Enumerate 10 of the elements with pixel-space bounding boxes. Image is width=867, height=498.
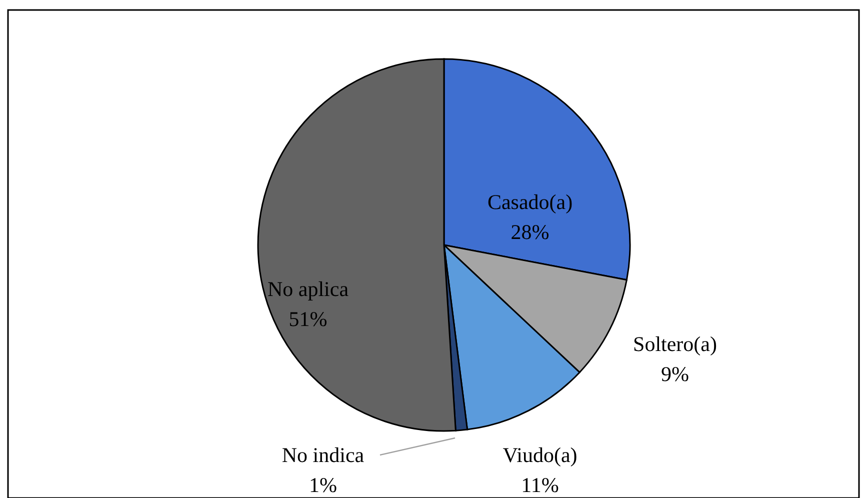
data-label: 1% [309, 473, 337, 497]
slice-label: Casado(a) [487, 190, 573, 214]
data-label: 28% [510, 220, 550, 244]
slice-label: Viudo(a) [502, 443, 578, 467]
slice-label: No indica [282, 443, 365, 467]
data-label: 51% [288, 307, 328, 331]
data-label: 9% [661, 362, 689, 386]
data-label: 11% [521, 473, 559, 497]
slice-label: Soltero(a) [633, 332, 717, 356]
slice-label: No aplica [267, 277, 350, 301]
